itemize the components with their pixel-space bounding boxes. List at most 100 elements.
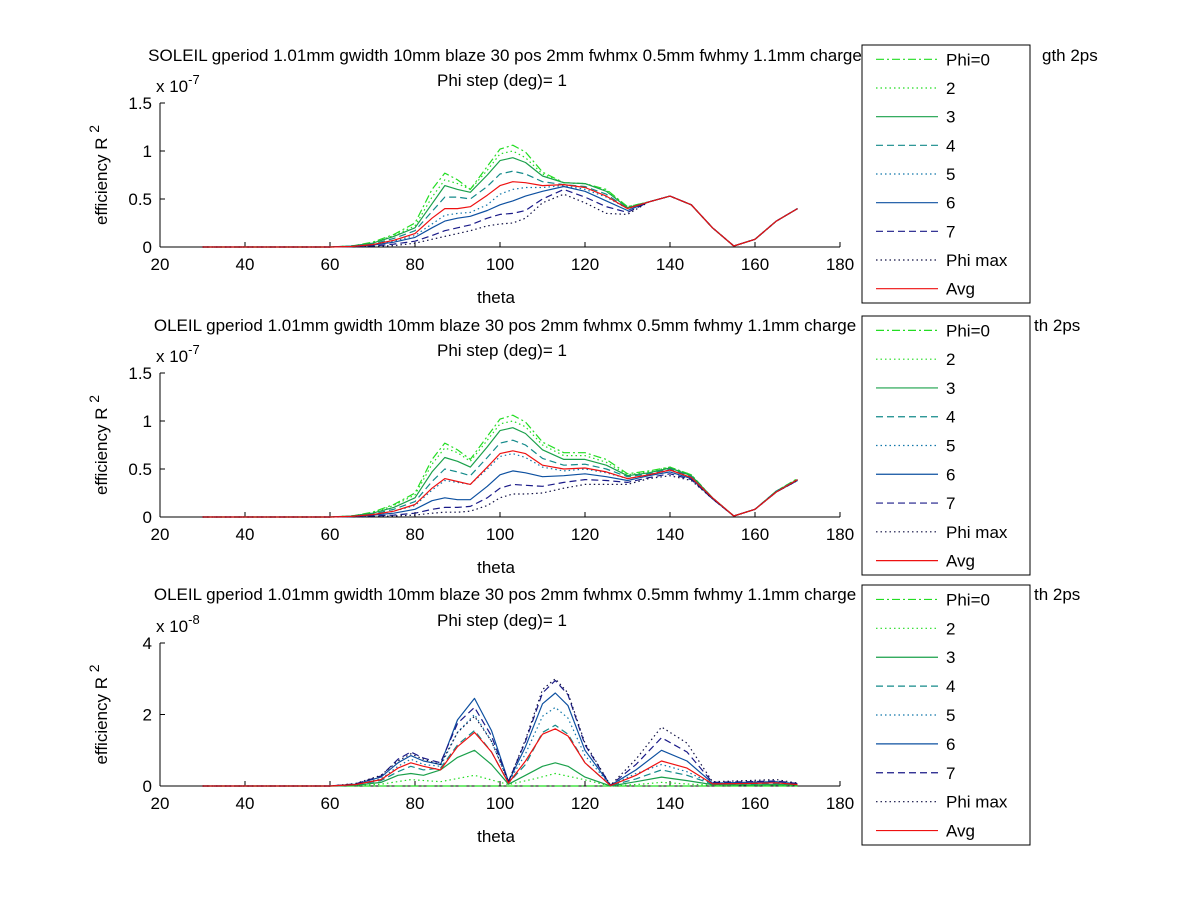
x-tick-label: 40 [236, 525, 255, 544]
x-tick-label: 20 [151, 525, 170, 544]
chart-subtitle: Phi step (deg)= 1 [437, 341, 567, 360]
x-tick-label: 140 [656, 525, 684, 544]
y-axis-label: efficiency R 2 [86, 125, 111, 225]
x-tick-label: 80 [406, 525, 425, 544]
y-tick-label: 2 [143, 706, 152, 725]
legend: Phi=0 2 3 4 5 6 7 Phi max Avg [861, 44, 1031, 304]
x-tick-label: 40 [236, 794, 255, 813]
series-line-7 [202, 188, 798, 248]
legend-entry: Avg [946, 280, 975, 299]
legend-entry: 4 [946, 408, 955, 427]
series-line-7 [202, 679, 798, 787]
legend-entry: 5 [946, 437, 955, 456]
x-axis-label: theta [477, 827, 515, 846]
y-exponent: x 10-8 [156, 612, 200, 636]
x-tick-label: 160 [741, 794, 769, 813]
series-line-5 [202, 453, 798, 518]
y-axis-label: efficiency R 2 [86, 664, 111, 764]
series-line-4 [202, 439, 798, 518]
legend-entry: 3 [946, 379, 955, 398]
chart-title-tail: th 2ps [1034, 316, 1080, 335]
legend-entry: 4 [946, 677, 955, 696]
series-line-9 [202, 181, 798, 248]
x-tick-label: 80 [406, 794, 425, 813]
series-line-4 [202, 170, 798, 248]
x-tick-label: 120 [571, 255, 599, 274]
x-tick-label: 140 [656, 794, 684, 813]
series-line-5 [202, 185, 798, 248]
series-line-2 [202, 150, 798, 248]
x-tick-label: 20 [151, 794, 170, 813]
series-line-3 [202, 157, 798, 248]
x-tick-label: 60 [321, 525, 340, 544]
x-axis-label: theta [477, 558, 515, 577]
legend-entry: Phi max [946, 523, 1008, 542]
x-tick-label: 100 [486, 525, 514, 544]
chart-title: SOLEIL gperiod 1.01mm gwidth 10mm blaze … [148, 46, 862, 65]
y-tick-label: 4 [143, 634, 152, 653]
legend-entry: 5 [946, 706, 955, 725]
x-tick-label: 160 [741, 525, 769, 544]
plot-area [160, 643, 840, 786]
x-tick-label: 120 [571, 525, 599, 544]
x-tick-label: 40 [236, 255, 255, 274]
y-tick-label: 1.5 [128, 94, 152, 113]
legend-entry: 3 [946, 648, 955, 667]
series-line-8 [202, 678, 798, 787]
legend-entry: Phi=0 [946, 321, 990, 340]
plot-area [160, 103, 840, 247]
series-line-3 [202, 427, 798, 518]
series-line-5 [202, 706, 798, 787]
x-axis-label: theta [477, 288, 515, 307]
y-tick-label: 1 [143, 412, 152, 431]
chart-panel-1: 20 40 60 80 100 120 140 160 180 0 0.5 1 1.5x 10-7 the… [86, 44, 1098, 307]
series-line-6 [202, 185, 798, 248]
y-tick-label: 0 [143, 508, 152, 527]
legend-entry: 4 [946, 136, 955, 155]
legend-entry: 2 [946, 350, 955, 369]
y-tick-label: 0 [143, 777, 152, 796]
series-line-4 [202, 724, 798, 787]
chart-title: OLEIL gperiod 1.01mm gwidth 10mm blaze 3… [154, 585, 856, 604]
series-line-9 [202, 450, 798, 518]
x-tick-label: 180 [826, 525, 854, 544]
legend-entry: Avg [946, 552, 975, 571]
series-line-9 [202, 728, 798, 787]
y-tick-label: 0 [143, 238, 152, 257]
x-tick-label: 100 [486, 794, 514, 813]
legend-entry: Avg [946, 822, 975, 841]
y-tick-label: 1 [143, 142, 152, 161]
x-tick-label: 80 [406, 255, 425, 274]
chart-subtitle: Phi step (deg)= 1 [437, 71, 567, 90]
legend-entry: Phi=0 [946, 590, 990, 609]
x-tick-label: 180 [826, 794, 854, 813]
y-axis-label: efficiency R 2 [86, 395, 111, 495]
series-line-2 [202, 420, 798, 518]
chart-subtitle: Phi step (deg)= 1 [437, 611, 567, 630]
legend: Phi=0 2 3 4 5 6 7 Phi max Avg [861, 584, 1031, 846]
plot-area [160, 373, 840, 517]
x-tick-label: 100 [486, 255, 514, 274]
x-tick-label: 20 [151, 255, 170, 274]
y-tick-label: 0.5 [128, 190, 152, 209]
legend-entry: Phi max [946, 793, 1008, 812]
legend-entry: 7 [946, 764, 955, 783]
series-line-7 [202, 473, 798, 518]
x-tick-label: 60 [321, 794, 340, 813]
y-exponent: x 10-7 [156, 72, 200, 96]
legend-entry: 3 [946, 108, 955, 127]
y-exponent: x 10-7 [156, 342, 200, 366]
x-tick-label: 140 [656, 255, 684, 274]
y-tick-label: 0.5 [128, 460, 152, 479]
legend-entry: 2 [946, 619, 955, 638]
chart-title-tail: th 2ps [1034, 585, 1080, 604]
legend-entry: 2 [946, 79, 955, 98]
x-tick-label: 120 [571, 794, 599, 813]
series-line-8 [202, 475, 798, 518]
legend-entry: 7 [946, 494, 955, 513]
legend-entry: Phi max [946, 251, 1008, 270]
chart-title-tail: gth 2ps [1042, 46, 1098, 65]
legend-entry: 6 [946, 465, 955, 484]
